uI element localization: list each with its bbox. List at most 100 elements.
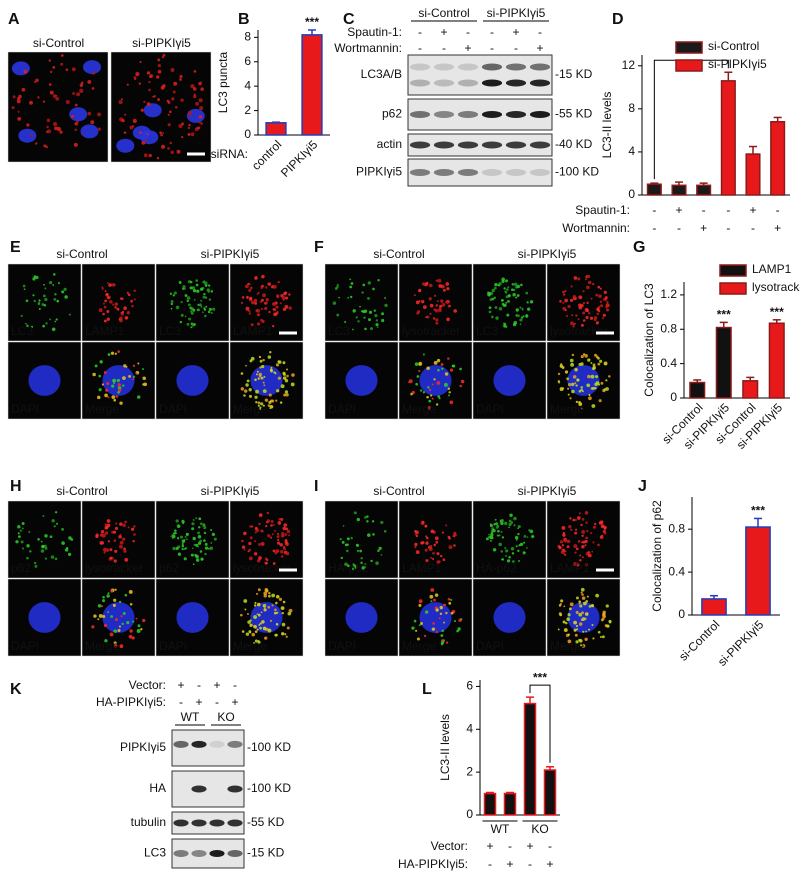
puncta	[432, 557, 435, 561]
puncta	[111, 395, 116, 399]
puncta	[578, 303, 582, 307]
puncta	[361, 291, 364, 294]
puncta	[567, 304, 571, 309]
condition-label: si-PIPKIγi5	[201, 484, 260, 498]
puncta	[441, 367, 444, 371]
puncta	[410, 392, 413, 396]
puncta	[498, 282, 502, 286]
blot-band	[227, 740, 243, 748]
puncta	[257, 313, 261, 316]
puncta	[118, 535, 122, 539]
puncta	[425, 536, 429, 540]
puncta	[505, 554, 508, 557]
puncta	[99, 360, 103, 364]
puncta	[267, 404, 271, 407]
puncta	[38, 307, 41, 311]
puncta	[352, 564, 356, 568]
puncta	[108, 283, 112, 287]
puncta	[269, 407, 272, 410]
puncta	[344, 562, 348, 567]
puncta	[383, 529, 387, 533]
puncta	[591, 604, 594, 608]
puncta	[116, 307, 120, 311]
puncta	[560, 599, 564, 603]
puncta	[584, 511, 589, 515]
puncta	[49, 90, 54, 95]
puncta	[381, 312, 385, 316]
puncta	[361, 310, 364, 313]
bar	[483, 792, 497, 816]
puncta	[148, 80, 151, 84]
puncta	[126, 292, 129, 295]
puncta	[567, 393, 570, 396]
puncta	[15, 540, 19, 544]
panel-letter: K	[10, 681, 22, 698]
puncta	[448, 537, 451, 540]
puncta	[564, 289, 567, 293]
puncta	[120, 98, 123, 101]
puncta	[258, 355, 262, 359]
puncta	[438, 397, 441, 400]
puncta	[564, 298, 568, 303]
condition-sign: -	[726, 221, 730, 235]
puncta	[181, 548, 184, 550]
puncta	[181, 544, 185, 548]
condition-label: Wortmannin:	[562, 221, 630, 235]
puncta	[51, 519, 55, 523]
puncta	[347, 296, 350, 299]
puncta	[145, 139, 148, 142]
puncta	[254, 378, 257, 382]
treatment-label: Vector:	[129, 678, 166, 692]
puncta	[131, 304, 134, 308]
puncta	[122, 376, 126, 380]
puncta	[43, 283, 45, 286]
puncta	[576, 516, 581, 520]
puncta	[599, 635, 602, 638]
puncta	[143, 153, 148, 158]
puncta	[367, 281, 371, 285]
panel-letter: H	[10, 478, 22, 495]
puncta	[119, 318, 123, 323]
puncta	[56, 522, 59, 525]
panel-letter: G	[633, 239, 645, 256]
puncta	[438, 617, 441, 620]
puncta	[364, 327, 367, 331]
puncta	[143, 100, 146, 104]
puncta	[195, 283, 199, 287]
puncta	[586, 285, 590, 290]
puncta	[257, 401, 261, 405]
puncta	[523, 541, 526, 544]
puncta	[197, 531, 200, 535]
puncta	[562, 301, 565, 304]
puncta	[107, 353, 111, 356]
nucleus	[28, 602, 61, 633]
puncta	[281, 532, 285, 535]
blot-marker: -55 KD	[555, 107, 593, 121]
puncta	[568, 607, 572, 611]
puncta	[80, 81, 84, 85]
panel-letter: C	[343, 11, 355, 28]
puncta	[448, 545, 453, 550]
puncta	[415, 629, 418, 632]
puncta	[359, 305, 361, 308]
puncta	[414, 362, 419, 366]
puncta	[256, 628, 259, 631]
puncta	[272, 302, 276, 307]
treatment-sign: +	[195, 695, 202, 709]
puncta	[184, 535, 187, 538]
puncta	[439, 554, 443, 558]
puncta	[112, 603, 116, 607]
puncta	[49, 280, 53, 285]
puncta	[253, 641, 256, 644]
puncta	[101, 383, 105, 386]
puncta	[123, 549, 127, 553]
puncta	[364, 563, 367, 566]
puncta	[459, 384, 462, 388]
puncta	[579, 639, 583, 643]
puncta	[250, 323, 254, 327]
puncta	[21, 527, 24, 530]
puncta	[119, 401, 123, 405]
puncta	[448, 304, 451, 308]
legend-label: lysotracker	[752, 280, 800, 294]
puncta	[133, 76, 137, 79]
